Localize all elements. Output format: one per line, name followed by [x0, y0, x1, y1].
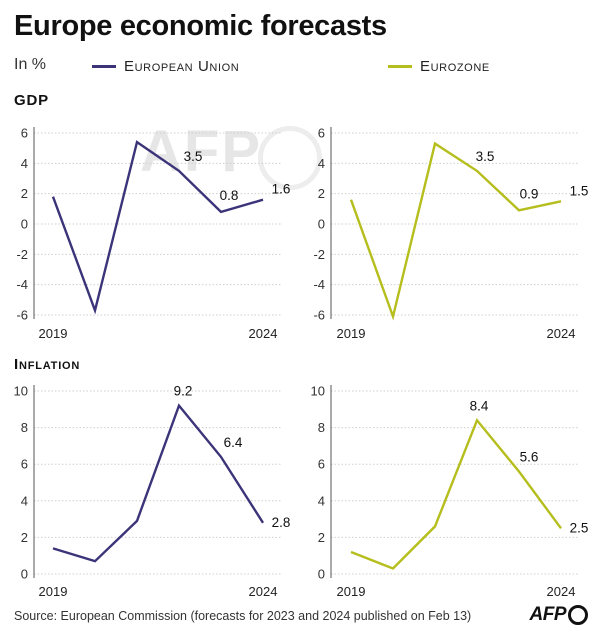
gdp-eu-ytick-label: 2 [21, 186, 28, 201]
gdp-eu-xtick-label: 2024 [249, 326, 278, 341]
gdp-eu-ytick-label: 0 [21, 217, 28, 232]
inf-eu-data-label: 9.2 [174, 384, 193, 399]
unit-label: In % [14, 56, 47, 73]
gdp-ez-ytick-label: 6 [318, 126, 325, 141]
gdp-eu-series-line [51, 140, 264, 315]
legend-ez: Eurozone [388, 58, 490, 75]
afp-logo-ring [568, 605, 588, 625]
source-note: Source: European Commission (forecasts f… [14, 609, 472, 623]
gdp-ez-ytick-label: 0 [318, 217, 325, 232]
inf-eu-data-label: 6.4 [224, 435, 243, 450]
gdp-eu-ytick-label: -4 [16, 277, 28, 292]
inf-ez-data-label: 2.5 [570, 520, 589, 535]
gdp-ez-ytick-label: -4 [313, 277, 325, 292]
inf-eu-ytick-label: 8 [21, 420, 28, 435]
gdp-ez-data-label: 1.5 [570, 183, 589, 198]
inf-eu-ytick-label: 0 [21, 567, 28, 582]
inf-eu-ytick-label: 10 [14, 384, 28, 399]
watermark-ring [258, 126, 322, 190]
section-inflation: Inflation [14, 356, 81, 373]
gdp-eu-data-label: 1.6 [272, 182, 291, 197]
gdp-eu-ytick-label: -6 [16, 308, 28, 323]
gdp-ez-data-label: 3.5 [476, 149, 495, 164]
gdp-eu-xtick-label: 2019 [39, 326, 68, 341]
gdp-eu-data-label: 0.8 [220, 188, 239, 203]
inf-ez-ytick-label: 6 [318, 457, 325, 472]
inf-ez-ytick-label: 10 [311, 384, 325, 399]
gdp-eu-ytick-label: -2 [16, 247, 28, 262]
inf-ez-xtick-label: 2024 [547, 584, 576, 599]
inf-ez-data-label: 8.4 [470, 398, 489, 413]
gdp-ez-ytick-label: 4 [318, 156, 325, 171]
inf-eu-ytick-label: 6 [21, 457, 28, 472]
gdp-eu-ytick-label: 6 [21, 126, 28, 141]
gdp-ez-ytick-label: -6 [313, 308, 325, 323]
inf-eu-ytick-label: 4 [21, 493, 28, 508]
inf-ez-series-line [350, 417, 562, 570]
inf-eu-ytick-label: 2 [21, 530, 28, 545]
gdp-ez-xtick-label: 2019 [337, 326, 366, 341]
legend-eu: European Union [92, 58, 239, 75]
inf-ez-ytick-label: 8 [318, 420, 325, 435]
gdp-eu-ytick-label: 4 [21, 156, 28, 171]
inf-eu-data-label: 2.8 [272, 515, 291, 530]
inf-ez-xtick-label: 2019 [337, 584, 366, 599]
afp-logo: AFP [529, 604, 588, 626]
section-gdp: GDP [14, 92, 49, 109]
legend-eu-label: European Union [124, 58, 240, 75]
watermark: AFP [140, 119, 262, 184]
inf-ez-data-label: 5.6 [520, 450, 539, 465]
gdp-ez-series-line [349, 141, 562, 321]
legend-eu-swatch [92, 65, 116, 68]
inf-eu-xtick-label: 2019 [39, 584, 68, 599]
inf-eu-xtick-label: 2024 [249, 584, 278, 599]
gdp-ez-xtick-label: 2024 [547, 326, 576, 341]
gdp-ez-data-label: 0.9 [520, 186, 539, 201]
chart-title: Europe economic forecasts [14, 10, 387, 42]
inf-ez-ytick-label: 2 [318, 530, 325, 545]
gdp-ez-ytick-label: 2 [318, 186, 325, 201]
gdp-eu-data-label: 3.5 [184, 149, 203, 164]
inf-eu-series-line [52, 403, 265, 563]
legend-ez-label: Eurozone [420, 58, 490, 75]
gdp-ez-ytick-label: -2 [313, 247, 325, 262]
afp-logo-text: AFP [529, 604, 567, 625]
inf-ez-ytick-label: 0 [318, 567, 325, 582]
legend-ez-swatch [388, 65, 412, 68]
inf-ez-ytick-label: 4 [318, 493, 325, 508]
